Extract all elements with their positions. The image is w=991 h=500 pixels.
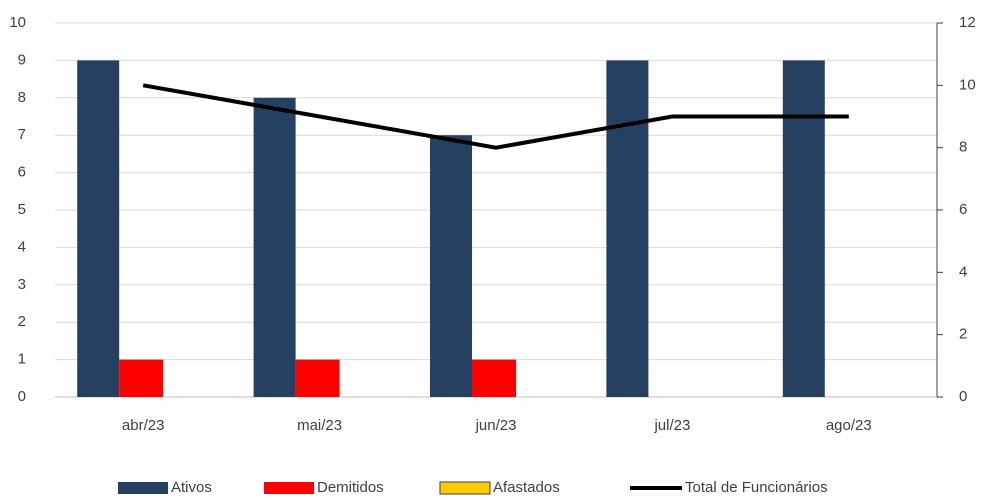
legend-label: Demitidos	[317, 479, 384, 496]
legend-swatch	[264, 482, 314, 494]
y2-tick-label: 2	[959, 326, 967, 343]
legend-label: Afastados	[493, 479, 560, 496]
legend-swatch	[439, 481, 491, 495]
legend-swatch	[118, 482, 168, 494]
y2-tick-label: 0	[959, 388, 967, 405]
y2-tick-label: 6	[959, 201, 967, 218]
bar	[606, 60, 649, 398]
y-tick-label: 0	[18, 388, 26, 405]
y-tick-label: 5	[18, 201, 26, 218]
bar	[119, 359, 164, 397]
bar	[430, 135, 472, 397]
bar	[295, 359, 340, 397]
x-tick-label: jul/23	[653, 417, 690, 434]
y2-tick-label: 8	[959, 139, 967, 156]
x-tick-label: mai/23	[297, 417, 342, 434]
y-tick-label: 2	[18, 313, 26, 330]
y2-tick-label: 4	[959, 263, 967, 280]
line	[142, 83, 849, 150]
y2-tick-label: 10	[959, 76, 976, 93]
legend-label: Total de Funcionários	[685, 479, 828, 496]
y2-tick-label: 12	[959, 14, 976, 31]
legend-label: Ativos	[171, 479, 212, 496]
y-tick-label: 6	[18, 164, 26, 181]
y-tick-label: 10	[9, 14, 26, 31]
y-tick-label: 9	[18, 51, 26, 68]
y-tick-label: 8	[18, 89, 26, 106]
y-tick-label: 1	[18, 351, 26, 368]
bar	[77, 60, 120, 398]
bar	[253, 97, 296, 398]
y-tick-label: 4	[18, 238, 26, 255]
bar	[472, 359, 516, 397]
bar	[782, 60, 825, 398]
x-tick-label: abr/23	[122, 417, 165, 434]
x-tick-label: jun/23	[475, 417, 517, 434]
x-tick-label: ago/23	[826, 417, 872, 434]
y-tick-label: 3	[18, 276, 26, 293]
y-tick-label: 7	[18, 126, 26, 143]
